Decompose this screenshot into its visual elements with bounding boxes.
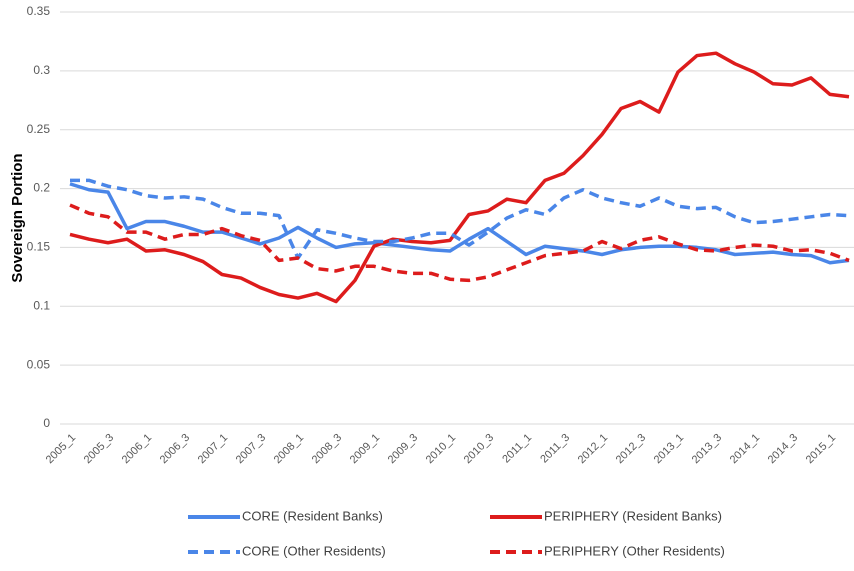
x-tick-label: 2006_3 xyxy=(158,432,192,466)
x-tick-label: 2005_1 xyxy=(44,432,78,466)
x-tick-label: 2015_1 xyxy=(804,432,838,466)
x-tick-label: 2010_1 xyxy=(424,432,458,466)
y-tick-label: 0.05 xyxy=(27,357,51,371)
x-tick-label: 2010_3 xyxy=(462,432,496,466)
legend-label: CORE (Resident Banks) xyxy=(242,508,383,523)
legend-label: PERIPHERY (Other Residents) xyxy=(544,543,725,558)
x-tick-label: 2012_1 xyxy=(576,432,610,466)
x-tick-label: 2009_1 xyxy=(348,432,382,466)
series-line xyxy=(69,182,850,265)
legend-label: CORE (Other Residents) xyxy=(242,543,386,558)
y-tick-label: 0.35 xyxy=(27,4,51,18)
x-tick-label: 2007_1 xyxy=(196,432,230,466)
x-tick-label: 2005_3 xyxy=(82,432,116,466)
y-tick-label: 0.25 xyxy=(27,122,51,136)
x-tick-label: 2007_3 xyxy=(234,432,268,466)
y-axis-label: Sovereign Portion xyxy=(9,153,26,282)
x-tick-label: 2006_1 xyxy=(120,432,154,466)
x-tick-label: 2013_1 xyxy=(652,432,686,466)
x-tick-label: 2014_1 xyxy=(728,432,762,466)
series-line xyxy=(70,178,850,260)
y-tick-label: 0 xyxy=(43,416,50,430)
x-tick-label: 2011_3 xyxy=(538,432,572,466)
legend-label: PERIPHERY (Resident Banks) xyxy=(544,508,722,523)
series-line xyxy=(69,51,850,304)
x-tick-label: 2014_3 xyxy=(766,432,800,466)
y-tick-label: 0.3 xyxy=(33,63,50,77)
y-tick-label: 0.1 xyxy=(33,298,50,312)
x-tick-label: 2009_3 xyxy=(386,432,420,466)
x-tick-label: 2008_1 xyxy=(272,432,306,466)
x-tick-label: 2012_3 xyxy=(614,432,648,466)
x-tick-label: 2008_3 xyxy=(310,432,344,466)
x-tick-label: 2013_3 xyxy=(690,432,724,466)
y-tick-label: 0.2 xyxy=(33,181,50,195)
x-tick-label: 2011_1 xyxy=(500,432,534,466)
y-tick-label: 0.15 xyxy=(27,240,51,254)
